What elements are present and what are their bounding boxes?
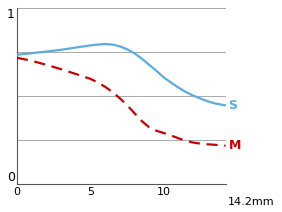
Text: 14.2mm: 14.2mm (228, 197, 274, 207)
Text: M: M (228, 139, 241, 152)
Text: 0: 0 (7, 172, 15, 184)
Text: S: S (228, 99, 237, 112)
Text: 1: 1 (7, 8, 15, 21)
